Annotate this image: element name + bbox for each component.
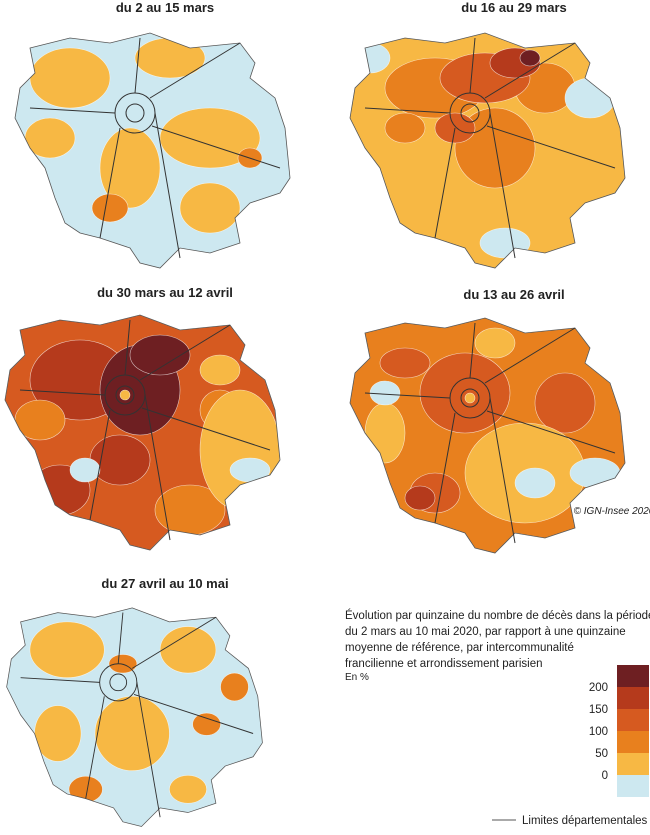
legend-title-line: du 2 mars au 10 mai 2020, par rapport à … bbox=[345, 626, 626, 638]
map-area bbox=[379, 347, 431, 379]
map-area bbox=[384, 112, 426, 144]
legend-swatch bbox=[617, 731, 649, 753]
map-area bbox=[89, 434, 151, 486]
map-title: du 16 au 29 mars bbox=[461, 0, 567, 15]
map-area bbox=[91, 193, 129, 223]
map-area bbox=[159, 626, 217, 674]
legend-title-line: moyenne de référence, par intercommunali… bbox=[345, 642, 574, 654]
legend-boundary-label: Limites départementales bbox=[522, 815, 648, 827]
legend-tick-label: 50 bbox=[595, 748, 608, 760]
legend-title-line: francilienne et arrondissement parisien bbox=[345, 658, 543, 670]
legend-swatch bbox=[617, 775, 649, 797]
map-area bbox=[474, 327, 516, 359]
map-area bbox=[350, 318, 625, 553]
map-area bbox=[569, 457, 621, 489]
map-area bbox=[369, 380, 401, 406]
map-area bbox=[364, 402, 406, 464]
map-area bbox=[519, 49, 541, 67]
map-area bbox=[220, 672, 249, 702]
map-area bbox=[479, 227, 531, 259]
map-title: du 13 au 26 avril bbox=[463, 287, 564, 302]
legend-swatch bbox=[617, 687, 649, 709]
legend-swatch bbox=[617, 665, 649, 687]
map-area bbox=[6, 607, 263, 827]
map-area bbox=[419, 352, 511, 434]
map-title: du 2 au 15 mars bbox=[116, 0, 214, 15]
map-area bbox=[192, 712, 221, 736]
legend-title-line: Évolution par quinzaine du nombre de déc… bbox=[345, 609, 650, 622]
legend-tick-label: 100 bbox=[589, 726, 608, 738]
map bbox=[6, 607, 263, 827]
map-area bbox=[29, 621, 105, 678]
legend-tick-label: 0 bbox=[602, 770, 608, 782]
credit: © IGN-Insee 2020 bbox=[574, 506, 650, 517]
map-area bbox=[134, 37, 206, 79]
map-area bbox=[564, 77, 616, 119]
map-area bbox=[5, 315, 280, 550]
map-area bbox=[199, 354, 241, 386]
map-title: du 30 mars au 12 avril bbox=[97, 285, 233, 300]
map-area bbox=[34, 705, 82, 762]
map-area bbox=[199, 389, 280, 511]
map-area bbox=[69, 457, 101, 483]
map-area bbox=[229, 457, 271, 483]
map-area bbox=[29, 47, 111, 109]
map bbox=[14, 32, 291, 269]
map-area bbox=[169, 775, 207, 804]
map bbox=[349, 32, 626, 269]
map-area bbox=[99, 127, 161, 209]
map-title: du 27 avril au 10 mai bbox=[101, 576, 228, 591]
legend-swatch bbox=[617, 709, 649, 731]
map-area bbox=[119, 389, 131, 401]
map-area bbox=[464, 392, 476, 404]
map-area bbox=[179, 182, 241, 234]
map-area bbox=[404, 485, 436, 511]
legend-unit: En % bbox=[345, 672, 369, 683]
map bbox=[4, 314, 281, 551]
map-area bbox=[514, 467, 556, 499]
legend-swatch bbox=[617, 753, 649, 775]
map-area bbox=[350, 33, 625, 268]
map-area bbox=[534, 372, 596, 434]
map bbox=[349, 317, 626, 554]
map-area bbox=[350, 42, 391, 74]
legend: En % Limites départementales Évolution p… bbox=[345, 609, 650, 827]
map-area bbox=[94, 696, 170, 771]
map-area bbox=[129, 334, 191, 376]
legend-tick-label: 200 bbox=[589, 682, 608, 694]
map-area bbox=[15, 33, 290, 268]
legend-tick-label: 150 bbox=[589, 704, 608, 716]
